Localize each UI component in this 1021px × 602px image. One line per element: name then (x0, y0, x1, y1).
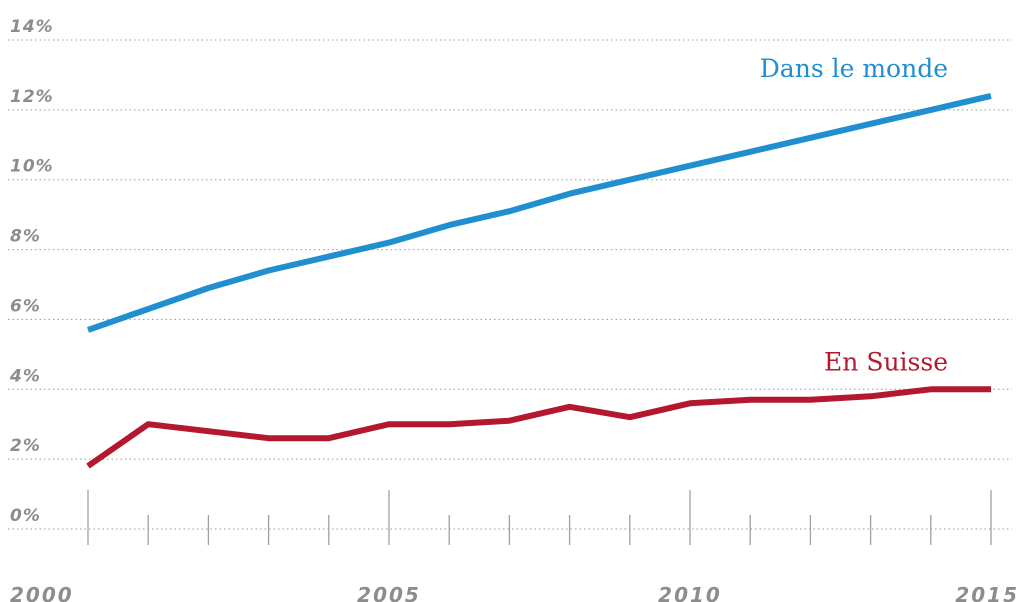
y-tick-label: 0% (10, 506, 41, 526)
y-axis-ticks: 0% 2% 4% 6% 8% 10% 12% 14% (9, 17, 54, 526)
y-tick-label: 6% (10, 296, 41, 316)
y-tick-label: 2% (10, 436, 41, 456)
series-line-suisse (86, 386, 991, 469)
series-lines (86, 92, 992, 469)
y-tick-label: 12% (10, 87, 54, 107)
y-tick-label: 8% (10, 227, 41, 247)
series-line-monde (87, 92, 992, 333)
series-label-monde: Dans le monde (760, 54, 948, 83)
series-label-suisse: En Suisse (824, 347, 948, 376)
x-tick-label: 2015 (955, 583, 1019, 602)
grid-lines (8, 39, 1012, 530)
x-tick-label: 2000 (10, 583, 74, 602)
x-tick-label: 2005 (357, 583, 421, 602)
y-tick-label: 14% (10, 17, 54, 37)
x-axis: 2000 2005 2010 2015 (10, 490, 1019, 602)
x-tick-label: 2010 (658, 583, 722, 602)
series-labels: Dans le monde En Suisse (760, 54, 948, 376)
y-tick-label: 10% (10, 157, 54, 177)
y-tick-label: 4% (9, 366, 41, 386)
